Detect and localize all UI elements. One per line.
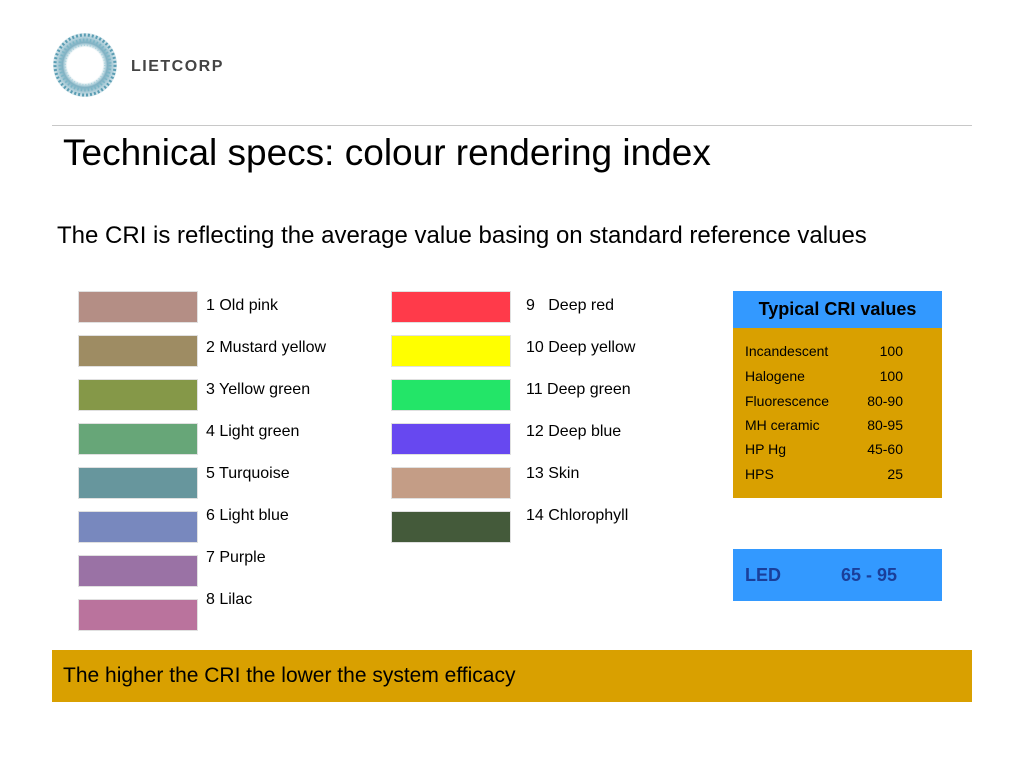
swatch-label: 7 Purple	[206, 549, 266, 566]
cri-values-heading: Typical CRI values	[733, 291, 942, 328]
led-value: 65 - 95	[841, 565, 898, 585]
swatch-skin	[392, 468, 510, 498]
cri-row: MH ceramic 80-95	[745, 417, 903, 433]
swatch-label: 14 Chlorophyll	[526, 507, 629, 524]
cri-row-name: Fluorescence	[745, 393, 830, 409]
cri-row: Incandescent 100	[745, 343, 903, 359]
cri-row-value: 25	[887, 466, 903, 482]
cri-row-name: MH ceramic	[745, 417, 820, 433]
cri-row-value: 100	[879, 368, 903, 384]
swatch-label: 4 Light green	[206, 423, 300, 440]
cri-row-value: 100	[879, 343, 903, 359]
footer-text: The higher the CRI the lower the system …	[63, 664, 516, 687]
header-divider	[52, 125, 972, 126]
page-title: Technical specs: colour rendering index	[63, 132, 711, 173]
swatch-label: 3 Yellow green	[206, 381, 311, 398]
cri-row-value: 80-90	[867, 393, 903, 409]
footer-banner	[52, 650, 972, 702]
led-cri-panel	[733, 549, 942, 601]
cri-row-name: Incandescent	[745, 343, 829, 359]
logo-text: LIETCORP	[131, 58, 224, 75]
swatch-label: 6 Light blue	[206, 507, 289, 524]
swatch-label: 12 Deep blue	[526, 423, 622, 440]
cri-row: Halogene 100	[745, 368, 903, 384]
swatch-turquoise	[79, 468, 197, 498]
swatch-deep-blue	[392, 424, 510, 454]
swatch-label: 9 Deep red	[526, 297, 615, 314]
swatch-label: 13 Skin	[526, 465, 580, 482]
swatch-label: 10 Deep yellow	[526, 339, 636, 356]
cri-row-name: Halogene	[745, 368, 805, 384]
led-label: LED	[745, 565, 781, 585]
cri-row: HP Hg 45-60	[745, 441, 903, 457]
swatch-label: 2 Mustard yellow	[206, 339, 327, 356]
page-subtitle: The CRI is reflecting the average value …	[57, 222, 867, 249]
lietcorp-logo-icon	[53, 33, 117, 97]
swatch-deep-green	[392, 380, 510, 410]
cri-row: Fluorescence 80-90	[745, 393, 903, 409]
swatch-label: 11 Deep green	[526, 381, 631, 398]
swatch-lilac	[79, 600, 197, 630]
cri-row: HPS 25	[745, 466, 903, 482]
swatch-light-blue	[79, 512, 197, 542]
swatch-deep-red	[392, 292, 510, 322]
swatch-label: 5 Turquoise	[206, 465, 290, 482]
cri-row-value: 45-60	[867, 441, 903, 457]
cri-row-value: 80-95	[867, 417, 903, 433]
swatch-yellow-green	[79, 380, 197, 410]
swatch-mustard-yellow	[79, 336, 197, 366]
swatch-label: 1 Old pink	[206, 297, 279, 314]
swatch-old-pink	[79, 292, 197, 322]
swatch-purple	[79, 556, 197, 586]
swatch-chlorophyll	[392, 512, 510, 542]
swatch-deep-yellow	[392, 336, 510, 366]
swatch-light-green	[79, 424, 197, 454]
cri-row-name: HPS	[745, 466, 774, 482]
cri-row-name: HP Hg	[745, 441, 786, 457]
swatch-label: 8 Lilac	[206, 591, 253, 608]
